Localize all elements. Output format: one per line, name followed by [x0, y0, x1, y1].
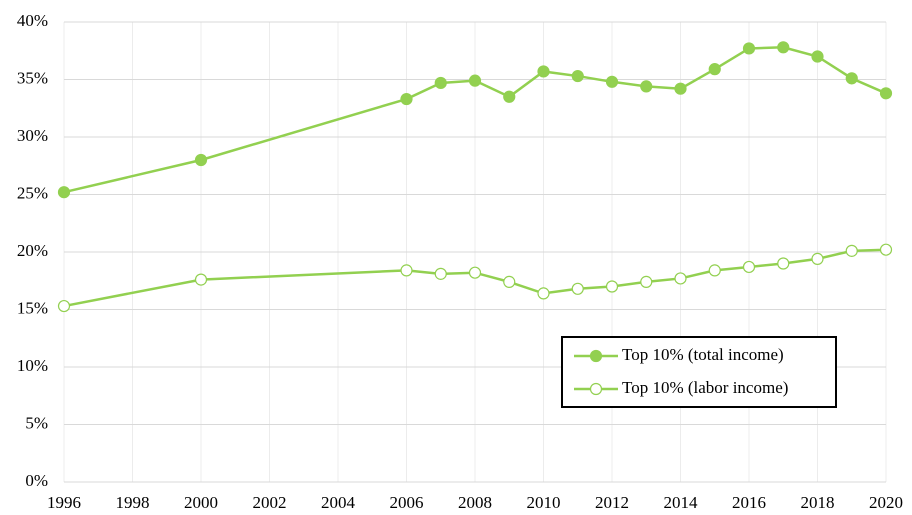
x-tick-label: 2016: [732, 493, 766, 512]
data-point: [571, 69, 584, 83]
data-point: [194, 153, 208, 167]
x-tick-label: 2010: [527, 493, 561, 512]
data-point: [640, 275, 653, 288]
y-tick-label: 15%: [17, 298, 48, 317]
legend-marker: [589, 382, 603, 396]
x-tick-label: 1996: [47, 493, 81, 512]
data-point: [674, 82, 687, 95]
data-point: [674, 272, 687, 285]
data-point: [708, 63, 721, 76]
x-tick-label: 2018: [801, 493, 835, 512]
legend-label: Top 10% (total income): [622, 345, 784, 364]
data-point: [400, 264, 413, 277]
data-point: [742, 42, 756, 55]
data-point: [879, 87, 893, 100]
data-point: [605, 280, 619, 293]
data-point: [845, 72, 858, 85]
data-point: [708, 264, 721, 277]
x-tick-label: 2002: [253, 493, 287, 512]
y-tick-label: 25%: [17, 183, 48, 202]
data-point: [777, 41, 790, 54]
data-point: [434, 76, 447, 90]
x-tick-label: 2012: [595, 493, 629, 512]
y-tick-label: 5%: [25, 413, 48, 432]
data-point: [468, 74, 482, 87]
x-tick-label: 2020: [869, 493, 903, 512]
data-point: [605, 75, 619, 88]
data-point: [468, 266, 482, 279]
data-point: [57, 299, 71, 313]
data-point: [640, 80, 653, 93]
y-tick-label: 10%: [17, 356, 48, 375]
data-point: [400, 92, 413, 106]
y-tick-label: 30%: [17, 126, 48, 145]
legend-label: Top 10% (labor income): [622, 378, 788, 397]
data-point: [194, 273, 208, 286]
data-point: [537, 65, 550, 78]
data-point: [503, 275, 516, 288]
data-point: [879, 243, 893, 256]
data-point: [434, 267, 447, 280]
y-tick-label: 40%: [17, 11, 48, 30]
y-tick-label: 35%: [17, 68, 48, 87]
data-point: [537, 287, 550, 300]
data-point: [57, 186, 71, 199]
data-point: [811, 50, 824, 63]
y-tick-label: 0%: [25, 471, 48, 490]
x-tick-label: 2014: [664, 493, 699, 512]
legend-box: [561, 336, 837, 408]
data-point: [742, 260, 756, 274]
x-tick-label: 2006: [390, 493, 424, 512]
data-point: [845, 244, 858, 257]
data-point: [811, 252, 824, 265]
x-tick-label: 2008: [458, 493, 492, 512]
x-tick-label: 1998: [116, 493, 150, 512]
x-tick-label: 2000: [184, 493, 218, 512]
data-point: [571, 282, 584, 295]
legend-marker: [589, 349, 603, 363]
data-point: [777, 257, 790, 270]
data-point: [503, 90, 516, 103]
y-tick-label: 20%: [17, 241, 48, 260]
x-tick-label: 2004: [321, 493, 356, 512]
